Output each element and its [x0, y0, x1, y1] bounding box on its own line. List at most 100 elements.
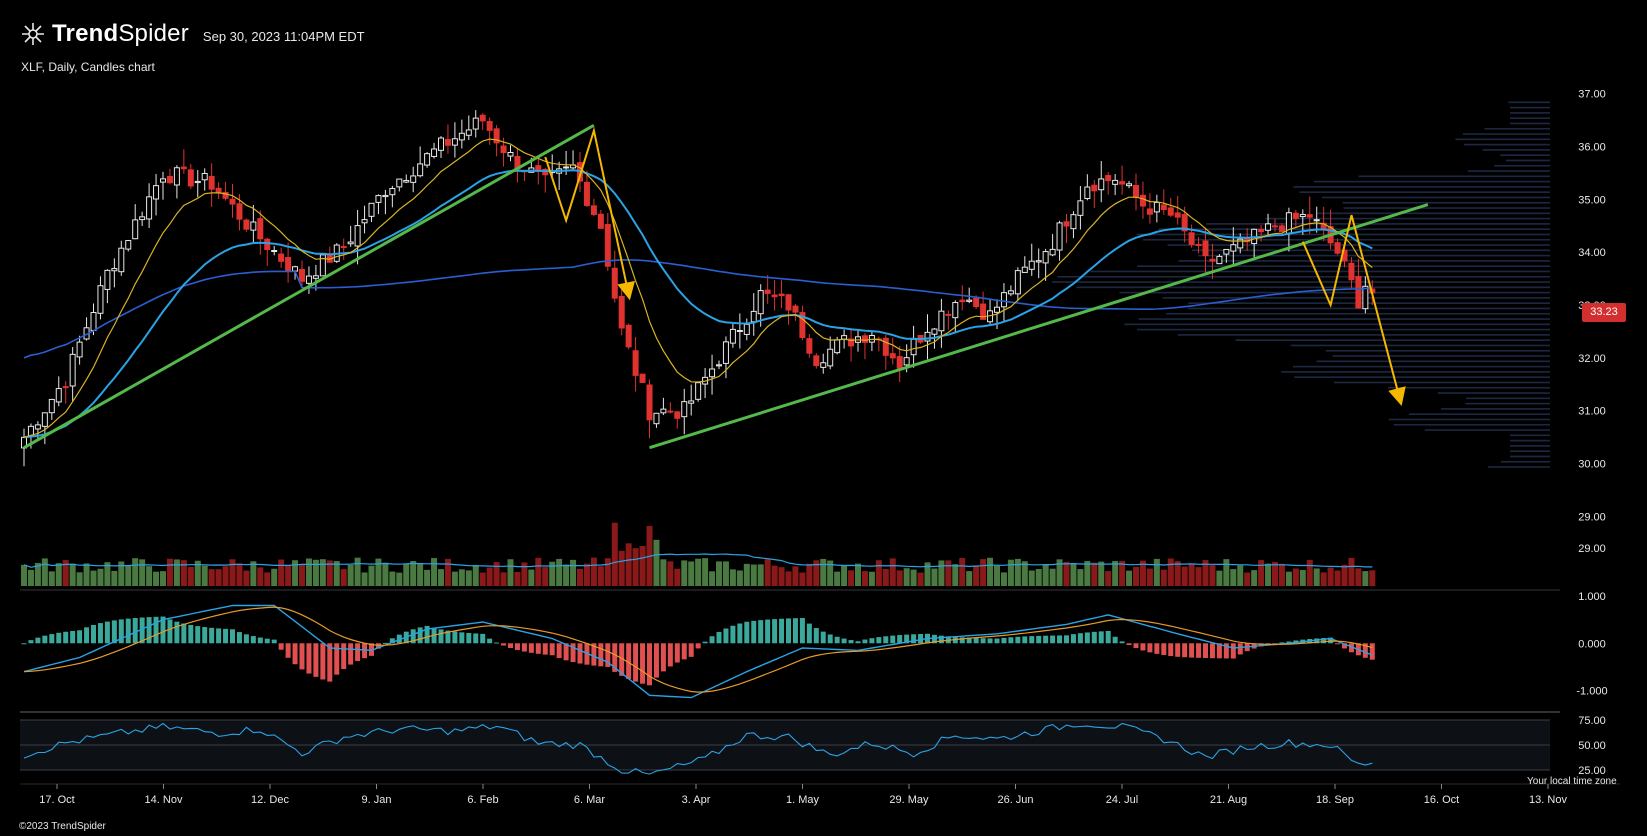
volume-bar	[424, 569, 431, 586]
volume-profile-bar	[1342, 201, 1550, 204]
macd-histogram-bar	[1286, 641, 1292, 644]
volume-bar	[431, 558, 438, 586]
volume-bar	[660, 559, 667, 586]
volume-bar	[1167, 558, 1174, 586]
candle-body	[55, 388, 62, 403]
candle	[660, 397, 667, 415]
macd-histogram-bar	[1258, 643, 1264, 647]
candle	[688, 384, 695, 416]
macd-histogram-bar	[737, 623, 743, 644]
brand-name: TrendSpider	[52, 20, 189, 47]
candle	[187, 163, 194, 189]
candle-body	[1202, 240, 1209, 257]
macd-histogram-bar	[1001, 637, 1007, 644]
volume-bar	[153, 571, 160, 586]
volume-profile	[1051, 101, 1550, 468]
candle-body	[299, 268, 305, 282]
candle	[444, 124, 451, 154]
volume-bar	[590, 557, 597, 586]
volume-profile-bar	[1467, 170, 1550, 172]
volume-bar	[69, 563, 76, 586]
candle	[243, 218, 250, 232]
candle	[1084, 174, 1091, 201]
volume-bar	[326, 560, 333, 586]
macd-histogram-bar	[334, 643, 340, 675]
candle	[827, 336, 834, 370]
volume-bar	[472, 564, 479, 586]
volume-bar	[611, 522, 618, 586]
candle-body	[722, 341, 729, 364]
macd-histogram-bar	[904, 634, 910, 644]
volume-bar	[285, 565, 292, 586]
candle-body	[389, 188, 396, 196]
candle-body	[173, 167, 180, 186]
macd-histogram-bar	[1029, 636, 1035, 644]
candle-body	[21, 436, 27, 449]
candle-body	[236, 203, 243, 220]
macd-histogram-bar	[299, 643, 305, 670]
volume-profile-bar	[1119, 291, 1550, 294]
candle	[590, 198, 597, 217]
candle-body	[1320, 222, 1327, 229]
volume-bar	[757, 564, 764, 586]
macd-histogram-bar	[1223, 643, 1229, 659]
candle-body	[924, 331, 931, 342]
macd-histogram-bar	[1237, 643, 1243, 655]
candle-body	[1292, 212, 1299, 219]
trendline	[23, 123, 595, 450]
candle	[938, 298, 945, 348]
macd-histogram-bar	[28, 640, 34, 644]
candle-body	[910, 338, 917, 356]
volume-bar	[973, 565, 980, 586]
volume-bar	[604, 558, 611, 586]
macd-histogram-bar	[320, 643, 326, 680]
candle-body	[118, 247, 125, 273]
volume-bar	[583, 563, 590, 586]
candle-body	[903, 357, 910, 366]
candle	[716, 360, 722, 370]
macd-histogram-bar	[563, 643, 569, 661]
candle-body	[1112, 179, 1119, 185]
volume-bar	[1306, 559, 1313, 586]
candle	[889, 337, 896, 365]
candle-body	[618, 295, 625, 329]
candle-body	[312, 275, 319, 279]
candle	[820, 353, 827, 374]
volume-bar	[841, 565, 848, 586]
candle-body	[278, 253, 285, 262]
candle	[514, 148, 521, 183]
macd-histogram-bar	[1008, 637, 1014, 644]
volume-bar	[1362, 571, 1369, 586]
macd-histogram-bar	[792, 618, 798, 644]
volume-bar	[500, 572, 507, 586]
candle	[1042, 248, 1049, 281]
price-axis-tick: 35.00	[1578, 194, 1606, 206]
volume-bar	[1258, 560, 1265, 586]
volume-bar	[667, 561, 674, 586]
volume-profile-bar	[1488, 466, 1550, 468]
macd-histogram-bar	[1064, 635, 1069, 644]
candle-body	[187, 169, 194, 187]
macd-histogram-bar	[626, 643, 632, 680]
volume-profile-bar	[1494, 164, 1550, 167]
macd-histogram-bar	[744, 621, 750, 644]
volume-profile-bar	[1465, 402, 1550, 405]
volume-bars	[21, 522, 1376, 586]
macd-line	[23, 604, 1373, 699]
candle-body	[1126, 183, 1133, 187]
macd-histogram-bar	[966, 637, 972, 644]
volume-bar	[1223, 559, 1230, 586]
candle	[910, 325, 917, 368]
candle	[417, 146, 424, 178]
candle	[681, 388, 688, 435]
x-axis-tick: 9. Jan	[362, 794, 392, 806]
macd-histogram-bar	[1230, 643, 1236, 659]
candle-body	[660, 408, 667, 414]
candle	[597, 209, 604, 229]
candle	[1133, 173, 1139, 211]
volume-bar	[257, 567, 264, 586]
candle	[750, 293, 757, 336]
candle-body	[1014, 270, 1021, 295]
volume-bar	[180, 560, 187, 586]
